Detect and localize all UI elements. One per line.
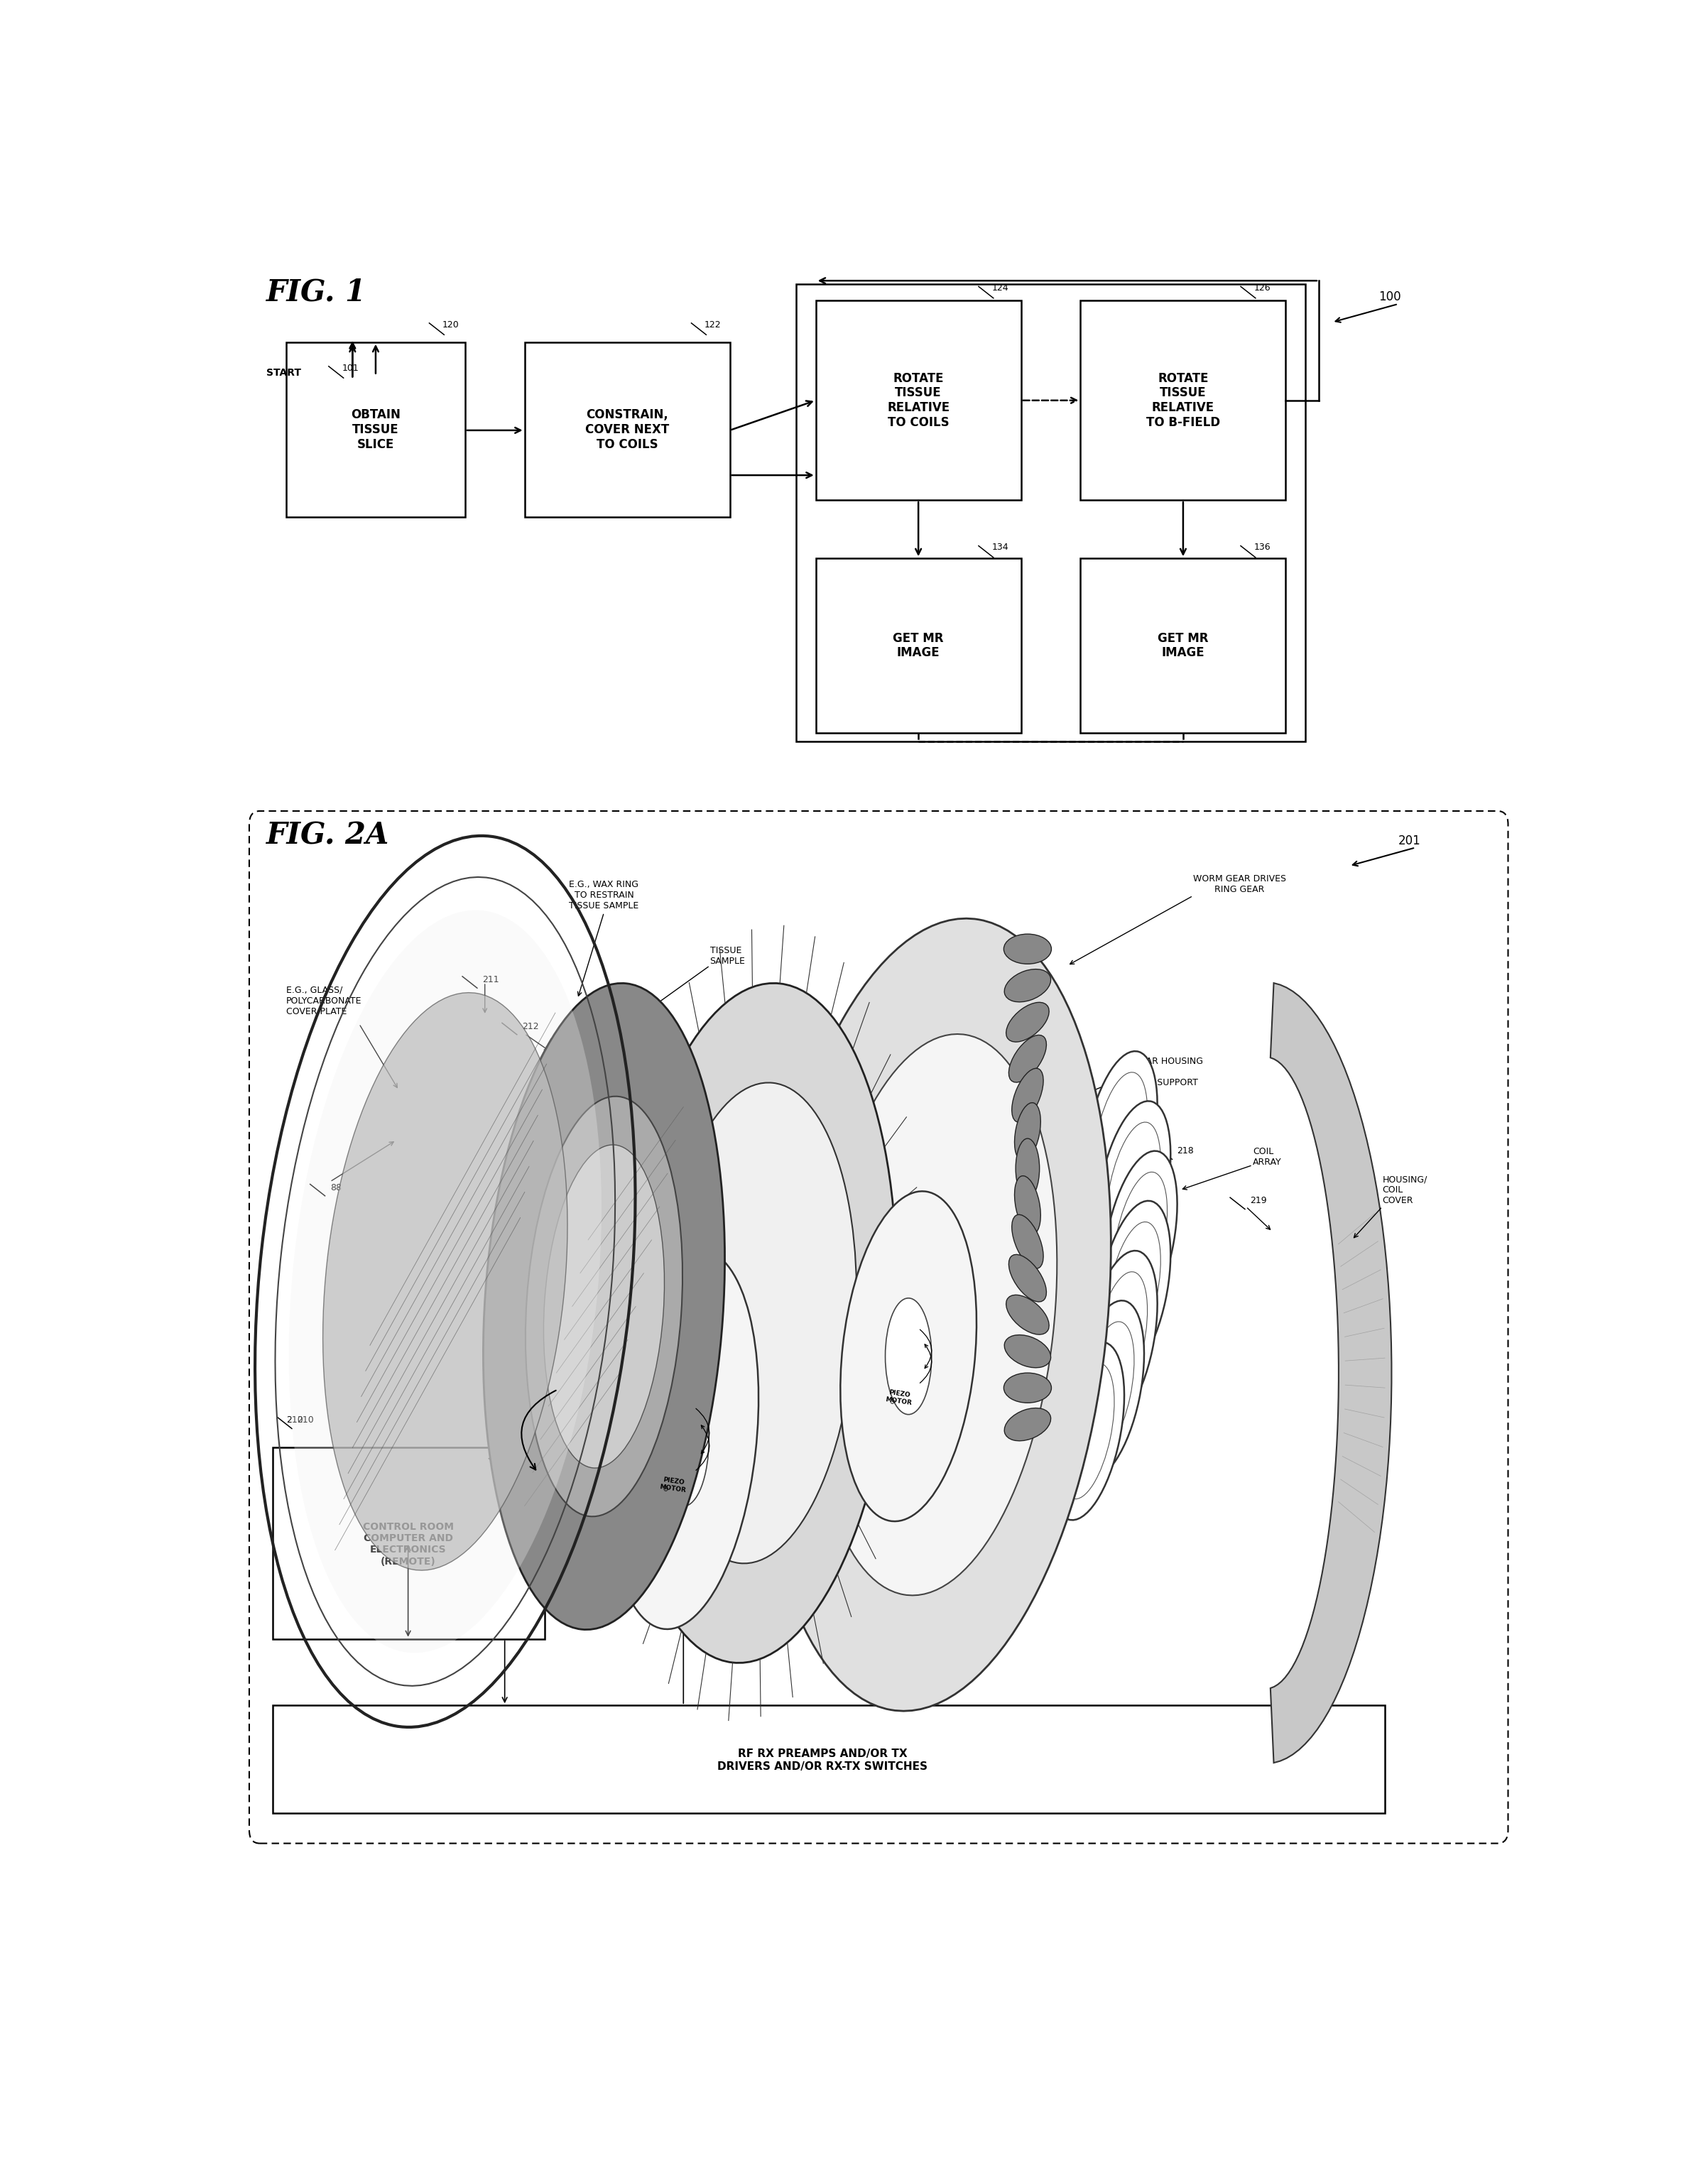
Text: COIL
ARRAY: COIL ARRAY [1252, 1146, 1281, 1166]
Text: 229: 229 [499, 1457, 514, 1466]
Ellipse shape [1004, 1408, 1050, 1440]
Ellipse shape [1015, 1103, 1040, 1162]
FancyBboxPatch shape [816, 559, 1021, 732]
Text: START: START [266, 367, 301, 378]
Ellipse shape [1097, 1200, 1170, 1380]
FancyBboxPatch shape [273, 1449, 545, 1639]
Text: 225: 225 [1027, 961, 1044, 969]
Ellipse shape [1004, 1373, 1052, 1403]
Ellipse shape [1006, 1295, 1049, 1334]
Ellipse shape [1004, 935, 1052, 963]
Ellipse shape [1009, 1034, 1047, 1082]
Text: 215: 215 [827, 1105, 844, 1114]
Ellipse shape [1097, 1101, 1170, 1278]
Ellipse shape [656, 1082, 856, 1563]
Ellipse shape [483, 982, 724, 1630]
Ellipse shape [1083, 1051, 1158, 1228]
FancyBboxPatch shape [816, 300, 1021, 501]
FancyBboxPatch shape [524, 343, 729, 516]
Text: 201: 201 [1399, 833, 1421, 846]
Text: 212: 212 [523, 1021, 538, 1030]
FancyBboxPatch shape [1081, 300, 1286, 501]
Ellipse shape [1083, 1250, 1158, 1429]
FancyBboxPatch shape [249, 812, 1508, 1844]
Ellipse shape [1050, 1343, 1124, 1520]
Text: 134: 134 [992, 542, 1009, 553]
FancyBboxPatch shape [287, 343, 465, 516]
Text: OBTAIN
TISSUE
SLICE: OBTAIN TISSUE SLICE [350, 408, 400, 451]
FancyBboxPatch shape [273, 1706, 1385, 1814]
Text: 101: 101 [342, 363, 359, 374]
Ellipse shape [1004, 969, 1050, 1002]
Ellipse shape [526, 1097, 683, 1516]
Text: TISSUE
SAMPLE: TISSUE SAMPLE [711, 946, 745, 965]
Text: GEAR HOUSING
AND
COIL SUPPORT: GEAR HOUSING AND COIL SUPPORT [1134, 1058, 1202, 1088]
Text: ⊙: ⊙ [888, 1397, 895, 1406]
Ellipse shape [1006, 1002, 1049, 1043]
Text: 88: 88 [330, 1183, 342, 1192]
Text: 210: 210 [287, 1416, 304, 1425]
Ellipse shape [1069, 1300, 1144, 1479]
Ellipse shape [1011, 1216, 1044, 1269]
Ellipse shape [840, 1192, 977, 1522]
Ellipse shape [543, 1144, 664, 1468]
Text: 211: 211 [482, 976, 499, 985]
Ellipse shape [1016, 1138, 1040, 1198]
Ellipse shape [323, 993, 567, 1570]
Text: ROTATE
TISSUE
RELATIVE
TO COILS: ROTATE TISSUE RELATIVE TO COILS [886, 371, 950, 430]
Ellipse shape [617, 982, 897, 1662]
FancyBboxPatch shape [1081, 559, 1286, 732]
Text: PIEZO
MOTOR: PIEZO MOTOR [885, 1388, 914, 1406]
Ellipse shape [813, 1034, 1057, 1596]
Text: 217: 217 [915, 1099, 933, 1110]
Text: FIG. 2A: FIG. 2A [266, 820, 389, 851]
Text: 100: 100 [1378, 291, 1401, 304]
Text: CONTROL ROOM
COMPUTER AND
ELECTRONICS
(REMOTE): CONTROL ROOM COMPUTER AND ELECTRONICS (R… [362, 1522, 454, 1567]
Ellipse shape [1009, 1254, 1047, 1302]
Text: 120: 120 [442, 320, 459, 330]
Ellipse shape [885, 1298, 931, 1414]
Text: 136: 136 [1254, 542, 1271, 553]
Text: E.G., WAX RING
TO RESTRAIN
TISSUE SAMPLE: E.G., WAX RING TO RESTRAIN TISSUE SAMPLE [569, 881, 639, 911]
Text: 89: 89 [1069, 1349, 1079, 1358]
Text: 219: 219 [1250, 1196, 1267, 1205]
Text: 210: 210 [297, 1416, 314, 1425]
Text: PIEZO
MOTOR: PIEZO MOTOR [659, 1477, 687, 1494]
Text: 220: 220 [528, 1524, 545, 1533]
Text: 99: 99 [675, 1067, 685, 1075]
Ellipse shape [608, 1250, 758, 1630]
Text: RF RX PREAMPS AND/OR TX
DRIVERS AND/OR RX-TX SWITCHES: RF RX PREAMPS AND/OR TX DRIVERS AND/OR R… [717, 1749, 927, 1773]
Ellipse shape [758, 918, 1110, 1710]
Ellipse shape [658, 1373, 709, 1507]
Text: GET MR
IMAGE: GET MR IMAGE [1158, 633, 1209, 658]
PathPatch shape [1271, 982, 1392, 1762]
Text: 122: 122 [705, 320, 721, 330]
Ellipse shape [1015, 1177, 1040, 1235]
Text: HOUSING/
COIL
COVER: HOUSING/ COIL COVER [1382, 1174, 1428, 1205]
Text: 218: 218 [1177, 1146, 1194, 1155]
Text: ROTATE
TISSUE
RELATIVE
TO B-FIELD: ROTATE TISSUE RELATIVE TO B-FIELD [1146, 371, 1220, 430]
Ellipse shape [1004, 1334, 1050, 1367]
Ellipse shape [1103, 1151, 1177, 1330]
Text: ⊙: ⊙ [661, 1485, 668, 1494]
Text: 226: 226 [922, 1282, 938, 1291]
Text: 224: 224 [615, 1274, 632, 1285]
Text: GET MR
IMAGE: GET MR IMAGE [893, 633, 945, 658]
Text: 124: 124 [992, 283, 1009, 294]
Text: 229: 229 [509, 1457, 526, 1466]
Text: E.G.,
POLYCARBONATE
GEAR RING: E.G., POLYCARBONATE GEAR RING [729, 1049, 806, 1080]
Text: WORM GEAR DRIVES
RING GEAR: WORM GEAR DRIVES RING GEAR [1192, 874, 1286, 894]
Ellipse shape [289, 911, 601, 1654]
Text: CONSTRAIN,
COVER NEXT
TO COILS: CONSTRAIN, COVER NEXT TO COILS [586, 408, 670, 451]
Text: FIG. 1: FIG. 1 [266, 276, 367, 307]
Text: 126: 126 [1254, 283, 1271, 294]
Ellipse shape [1011, 1069, 1044, 1123]
Text: E.G., GLASS/
POLYCARBONATE
COVER PLATE: E.G., GLASS/ POLYCARBONATE COVER PLATE [287, 985, 362, 1017]
